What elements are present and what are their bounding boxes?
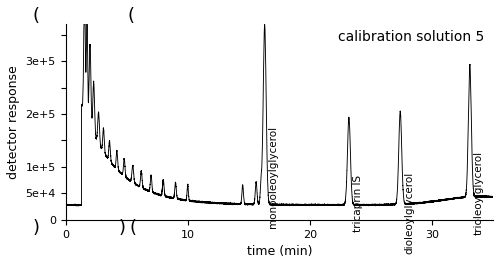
Text: (: ( [128, 7, 134, 25]
Text: ): ) [119, 219, 126, 237]
Text: calibration solution 5: calibration solution 5 [338, 30, 484, 44]
Text: trioleoylglycerol: trioleoylglycerol [474, 151, 484, 235]
Text: (: ( [130, 219, 136, 237]
Y-axis label: detector response: detector response [7, 65, 20, 179]
Text: (: ( [32, 7, 39, 25]
Text: ): ) [32, 219, 39, 237]
Text: monooleoylglycerol: monooleoylglycerol [268, 126, 278, 228]
Text: tricaprin IS: tricaprin IS [352, 174, 362, 232]
Text: dioleoylglycerol: dioleoylglycerol [404, 172, 414, 254]
X-axis label: time (min): time (min) [246, 245, 312, 258]
